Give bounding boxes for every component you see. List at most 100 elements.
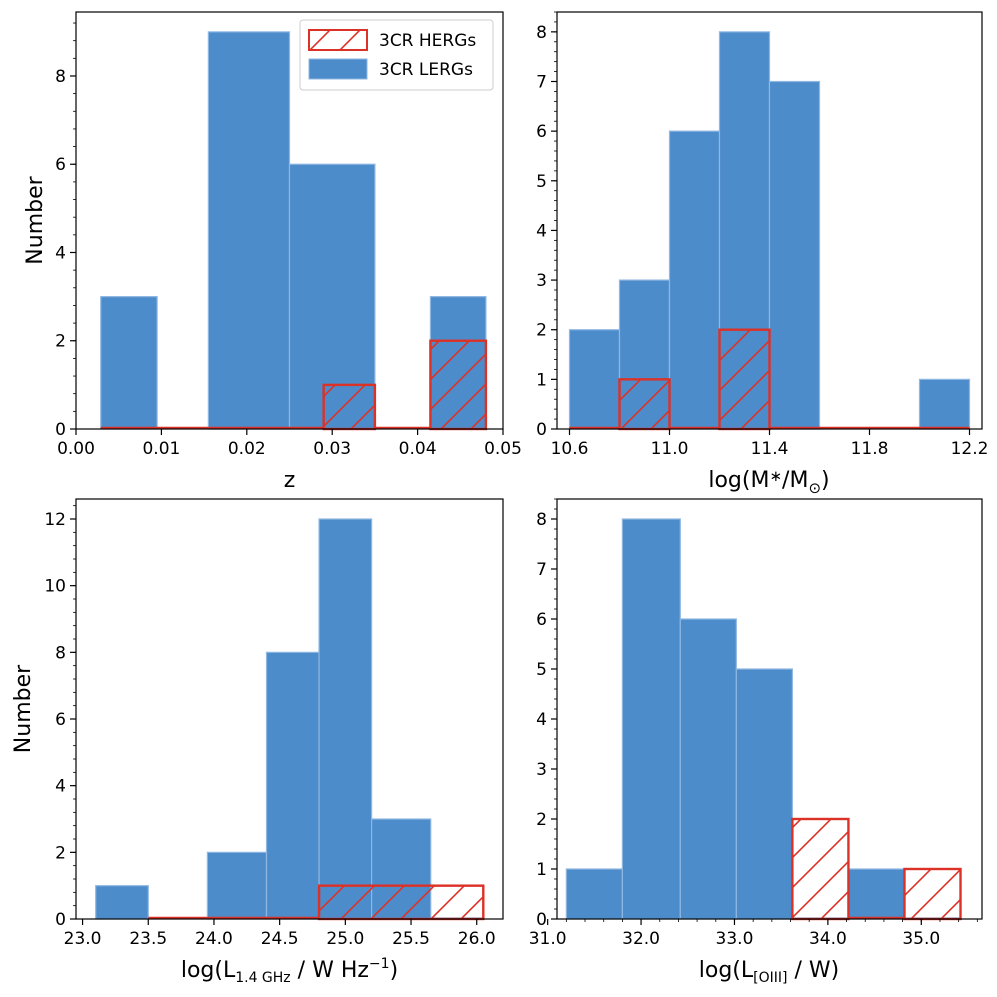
lerg-bar-stellar-mass-2 bbox=[668, 130, 721, 430]
xtick-label-radio-luminosity-6: 26.0 bbox=[458, 929, 496, 949]
ticks-radio-luminosity: 0 2 4 6 8 10 12 23.0 23.5 24.0 24.5 25.0 25.5 26.0 bbox=[44, 505, 496, 949]
xtick-label-stellar-mass-4: 12.2 bbox=[951, 439, 989, 459]
legend-herg-label: 3CR HERGs bbox=[379, 31, 476, 51]
panel-oiii-luminosity: 0 1 2 3 4 5 6 7 8 31.0 32.0 33.0 34.0 35.0 log(L[OIII… bbox=[529, 498, 983, 986]
xtick-label-oiii-luminosity-3: 34.0 bbox=[809, 929, 847, 949]
xtick-label-stellar-mass-2: 11.4 bbox=[751, 439, 789, 459]
ytick-label-oiii-luminosity-2: 2 bbox=[536, 810, 547, 830]
ytick-label-radio-luminosity-0: 0 bbox=[55, 910, 66, 930]
lerg-bar-oiii-luminosity-5 bbox=[847, 868, 906, 920]
herg-bar-radio-luminosity-3 bbox=[317, 884, 485, 921]
lerg-bar-stellar-mass-0 bbox=[568, 329, 621, 430]
xtick-label-redshift-2: 0.02 bbox=[228, 439, 266, 459]
ytick-label-stellar-mass-1: 1 bbox=[536, 370, 547, 390]
lerg-bar-oiii-luminosity-1 bbox=[621, 518, 681, 920]
ytick-label-stellar-mass-2: 2 bbox=[536, 321, 547, 341]
ytick-label-radio-luminosity-1: 2 bbox=[55, 843, 66, 863]
frame-oiii-luminosity bbox=[556, 498, 983, 920]
lerg-bar-oiii-luminosity-3 bbox=[735, 668, 793, 920]
frame-stellar-mass bbox=[556, 11, 983, 430]
bars-stellar-mass bbox=[568, 31, 971, 431]
ylabel-radio-luminosity: Number bbox=[11, 664, 36, 753]
herg-bar-redshift-4 bbox=[322, 383, 377, 431]
xtick-label-redshift-4: 0.04 bbox=[399, 439, 437, 459]
ytick-label-radio-luminosity-2: 4 bbox=[55, 777, 66, 797]
xtick-label-radio-luminosity-3: 24.5 bbox=[261, 929, 299, 949]
xtick-label-redshift-3: 0.03 bbox=[313, 439, 351, 459]
herg-bar-oiii-luminosity-0 bbox=[791, 817, 850, 921]
ytick-label-radio-luminosity-6: 12 bbox=[44, 510, 66, 530]
ytick-label-stellar-mass-0: 0 bbox=[536, 420, 547, 440]
xtick-label-radio-luminosity-4: 25.0 bbox=[326, 929, 364, 949]
xtick-label-stellar-mass-1: 11.0 bbox=[651, 439, 689, 459]
legend: 3CR HERGs 3CR LERGs bbox=[299, 19, 494, 91]
herg-bar-stellar-mass-1 bbox=[618, 378, 671, 431]
ytick-label-oiii-luminosity-1: 1 bbox=[536, 860, 547, 880]
ylabel-redshift: Number bbox=[23, 175, 48, 264]
xtick-label-oiii-luminosity-0: 31.0 bbox=[529, 929, 567, 949]
bars-oiii-luminosity bbox=[565, 518, 962, 921]
ticks-redshift: 0 2 4 6 8 0.00 0.01 0.02 0.03 0.04 0.05 bbox=[55, 22, 522, 459]
xtick-label-stellar-mass-0: 10.6 bbox=[551, 439, 589, 459]
ytick-label-oiii-luminosity-5: 5 bbox=[536, 660, 547, 680]
bars-redshift bbox=[100, 31, 488, 431]
xlabel-redshift: z bbox=[284, 468, 296, 493]
ytick-label-stellar-mass-8: 8 bbox=[536, 23, 547, 43]
xlabel-oiii-luminosity: log(L[OIII] / W) bbox=[699, 958, 839, 986]
xtick-label-radio-luminosity-1: 23.5 bbox=[129, 929, 167, 949]
ticks-stellar-mass: 0 1 2 3 4 5 6 7 8 10.6 11.0 11.4 11.8 12.2 bbox=[536, 11, 989, 459]
lerg-bar-radio-luminosity-3 bbox=[265, 651, 320, 920]
xtick-label-radio-luminosity-5: 25.5 bbox=[392, 929, 430, 949]
ytick-label-radio-luminosity-5: 10 bbox=[44, 577, 66, 597]
legend-lerg-swatch bbox=[308, 58, 368, 80]
xtick-label-stellar-mass-3: 11.8 bbox=[851, 439, 889, 459]
bars-radio-luminosity bbox=[95, 518, 485, 921]
lerg-bar-radio-luminosity-0 bbox=[95, 885, 149, 920]
xtick-label-radio-luminosity-0: 23.0 bbox=[64, 929, 102, 949]
ytick-label-oiii-luminosity-3: 3 bbox=[536, 760, 547, 780]
xlabel-stellar-mass: log(M∗/M⊙) bbox=[708, 467, 829, 497]
ytick-label-oiii-luminosity-0: 0 bbox=[536, 910, 547, 930]
ytick-label-oiii-luminosity-6: 6 bbox=[536, 610, 547, 630]
ytick-label-radio-luminosity-4: 8 bbox=[55, 643, 66, 663]
ytick-label-stellar-mass-5: 5 bbox=[536, 172, 547, 192]
ytick-label-redshift-4: 8 bbox=[55, 67, 66, 87]
xtick-label-redshift-1: 0.01 bbox=[142, 439, 180, 459]
ytick-label-stellar-mass-6: 6 bbox=[536, 122, 547, 142]
legend-lerg-label: 3CR LERGs bbox=[379, 60, 473, 80]
herg-bar-stellar-mass-3 bbox=[718, 328, 771, 431]
ytick-label-oiii-luminosity-7: 7 bbox=[536, 560, 547, 580]
lerg-bar-stellar-mass-4 bbox=[768, 80, 821, 430]
frame-radio-luminosity bbox=[75, 498, 504, 920]
frame-redshift bbox=[75, 11, 504, 430]
xtick-label-oiii-luminosity-1: 32.0 bbox=[622, 929, 660, 949]
panel-redshift: 0 2 4 6 8 0.00 0.01 0.02 0.03 0.04 0.05 z Number 3… bbox=[23, 11, 522, 493]
xlabel-radio-luminosity: log(L1.4 GHz / W Hz−1) bbox=[181, 956, 398, 986]
lerg-bar-radio-luminosity-2 bbox=[206, 851, 268, 920]
ytick-label-redshift-2: 4 bbox=[55, 243, 66, 263]
ytick-label-radio-luminosity-3: 6 bbox=[55, 710, 66, 730]
ytick-label-oiii-luminosity-4: 4 bbox=[536, 710, 547, 730]
lerg-bar-stellar-mass-7 bbox=[918, 378, 971, 430]
ytick-label-stellar-mass-3: 3 bbox=[536, 271, 547, 291]
ytick-label-stellar-mass-7: 7 bbox=[536, 73, 547, 93]
ytick-label-redshift-0: 0 bbox=[55, 420, 66, 440]
xtick-label-radio-luminosity-2: 24.0 bbox=[195, 929, 233, 949]
herg-bar-redshift-6 bbox=[429, 339, 488, 431]
xtick-label-oiii-luminosity-4: 35.0 bbox=[902, 929, 940, 949]
xtick-label-redshift-0: 0.00 bbox=[57, 439, 95, 459]
ytick-label-redshift-1: 2 bbox=[55, 332, 66, 352]
panel-radio-luminosity: 0 2 4 6 8 10 12 23.0 23.5 24.0 24.5 25.0 25.5 26.0 lo… bbox=[11, 498, 504, 986]
lerg-bar-oiii-luminosity-0 bbox=[565, 868, 623, 920]
xtick-label-oiii-luminosity-2: 33.0 bbox=[716, 929, 754, 949]
panel-stellar-mass: 0 1 2 3 4 5 6 7 8 10.6 11.0 11.4 11.8 12.2 log(M∗/M⊙) bbox=[536, 11, 989, 497]
lerg-bar-redshift-2 bbox=[207, 31, 291, 430]
legend-herg-swatch bbox=[308, 29, 368, 51]
lerg-bar-oiii-luminosity-2 bbox=[679, 618, 737, 920]
xtick-label-redshift-5: 0.05 bbox=[484, 439, 522, 459]
lerg-bar-redshift-0 bbox=[100, 296, 158, 430]
ytick-label-oiii-luminosity-8: 8 bbox=[536, 510, 547, 530]
lerg-bar-radio-luminosity-4 bbox=[318, 518, 373, 920]
ytick-label-stellar-mass-4: 4 bbox=[536, 221, 547, 241]
